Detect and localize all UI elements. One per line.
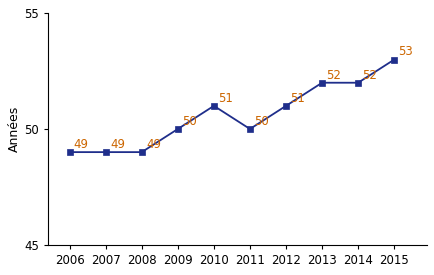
Text: 52: 52 (326, 68, 340, 82)
Text: 49: 49 (145, 138, 161, 151)
Text: 49: 49 (110, 138, 125, 151)
Text: 50: 50 (253, 115, 268, 128)
Y-axis label: Années: Années (8, 106, 21, 152)
Text: 51: 51 (217, 92, 232, 105)
Text: 51: 51 (289, 92, 304, 105)
Text: 53: 53 (398, 45, 412, 58)
Text: 52: 52 (362, 68, 376, 82)
Text: 50: 50 (181, 115, 196, 128)
Text: 49: 49 (74, 138, 89, 151)
